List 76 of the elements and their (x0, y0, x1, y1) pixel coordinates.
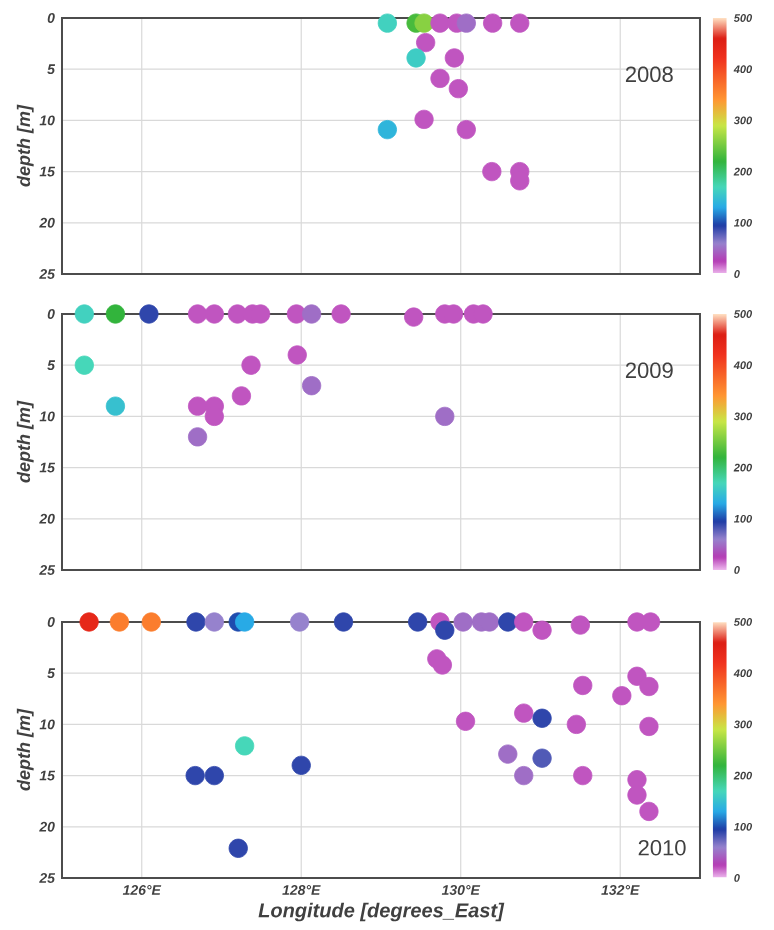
point (105, 304, 126, 324)
point (532, 748, 552, 768)
point (510, 13, 530, 33)
annotation: 2008 (625, 66, 673, 83)
point (235, 612, 255, 632)
point (627, 666, 647, 686)
point (290, 612, 310, 632)
point (228, 838, 248, 858)
point (570, 615, 590, 635)
y-axis-title: depth [m] (16, 708, 34, 791)
point (455, 711, 476, 731)
point (456, 120, 476, 140)
point (302, 304, 322, 324)
point (435, 406, 455, 426)
point (333, 612, 354, 632)
x-axis-title: Longitude [degrees_East] (258, 902, 505, 922)
point (532, 620, 552, 640)
point (79, 612, 99, 632)
point (639, 716, 659, 737)
point (404, 307, 424, 327)
point (566, 714, 586, 734)
y-axis-title: depth [m] (16, 104, 34, 187)
point (204, 765, 224, 786)
point (514, 765, 534, 786)
point (573, 765, 593, 786)
point (331, 304, 351, 324)
point (639, 676, 659, 697)
point (377, 13, 397, 33)
annotation: 2010 (638, 840, 686, 856)
point (498, 612, 518, 632)
point (456, 13, 476, 33)
point (483, 13, 503, 33)
point (74, 304, 94, 324)
point (414, 109, 434, 129)
point (204, 304, 224, 324)
point (573, 675, 593, 696)
point (109, 612, 130, 632)
point (482, 162, 502, 182)
point (444, 48, 464, 68)
point (241, 355, 261, 375)
point (414, 13, 434, 33)
point (186, 612, 206, 632)
point (612, 686, 632, 706)
point (187, 396, 208, 416)
point (287, 345, 307, 365)
point (408, 612, 428, 632)
point (187, 427, 208, 447)
point (627, 785, 647, 805)
point (105, 396, 126, 416)
point (139, 304, 159, 324)
point (432, 655, 452, 675)
point (291, 755, 311, 775)
point (204, 612, 224, 632)
point (235, 736, 255, 756)
point (514, 612, 534, 632)
point (74, 355, 94, 375)
point (430, 13, 450, 33)
point (141, 612, 161, 632)
point (406, 48, 426, 68)
annotation: 2009 (625, 362, 673, 379)
point (187, 304, 208, 324)
point (416, 32, 436, 53)
point (639, 801, 659, 822)
point (514, 703, 534, 723)
point (302, 376, 322, 396)
point (377, 120, 397, 140)
y-axis-title: depth [m] (16, 400, 34, 483)
point (453, 612, 473, 632)
point (185, 765, 205, 786)
point (532, 708, 552, 728)
point (640, 612, 661, 632)
point (498, 744, 518, 764)
point (430, 68, 450, 89)
point (231, 386, 252, 406)
point (448, 79, 468, 99)
point (435, 620, 455, 640)
